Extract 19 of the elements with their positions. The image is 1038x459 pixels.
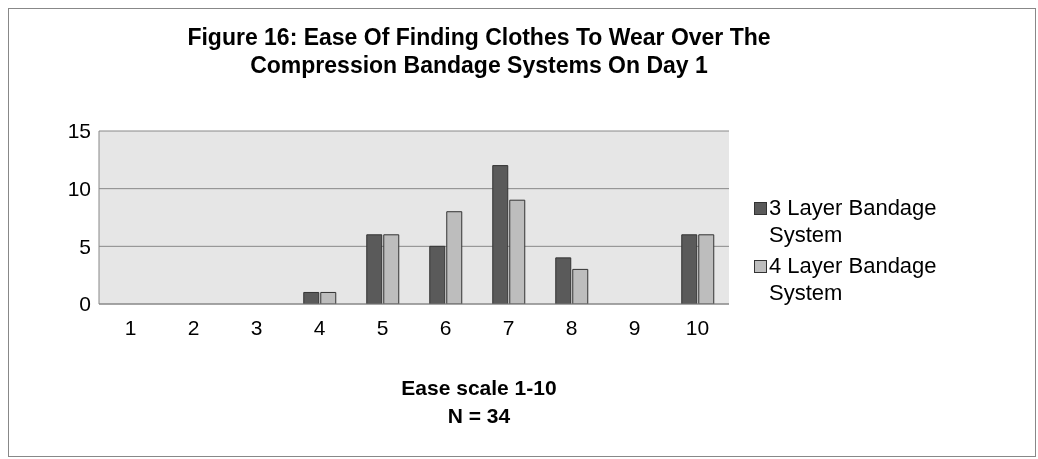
text: N = 34	[446, 403, 512, 429]
x-tick-label: 5	[376, 315, 389, 339]
legend-label: 4 Layer Bandage System	[769, 252, 938, 306]
y-tick-label: 10	[67, 177, 91, 201]
x-tick-label: 3	[250, 315, 263, 339]
x-tick-label: 7	[502, 315, 515, 339]
y-tick-label: 0	[79, 292, 91, 316]
x-tick-label: 1	[124, 315, 137, 339]
x-tick-label: 4	[313, 315, 326, 339]
x-tick-label: 6	[439, 315, 452, 339]
y-tick-label: 15	[67, 119, 91, 143]
chart-title: Figure 16: Ease Of Finding Clothes To Wear Over The Compression Bandage Systems On Day 1	[186, 23, 772, 79]
x-tick-label: 2	[187, 315, 200, 339]
y-tick-label: 5	[79, 234, 91, 258]
x-axis-title: Ease scale 1-10	[400, 375, 558, 401]
x-tick-label: 10	[685, 315, 710, 339]
x-tick-label: 9	[628, 315, 641, 339]
x-tick-label: 8	[565, 315, 578, 339]
legend-label: 3 Layer Bandage System	[769, 194, 938, 248]
